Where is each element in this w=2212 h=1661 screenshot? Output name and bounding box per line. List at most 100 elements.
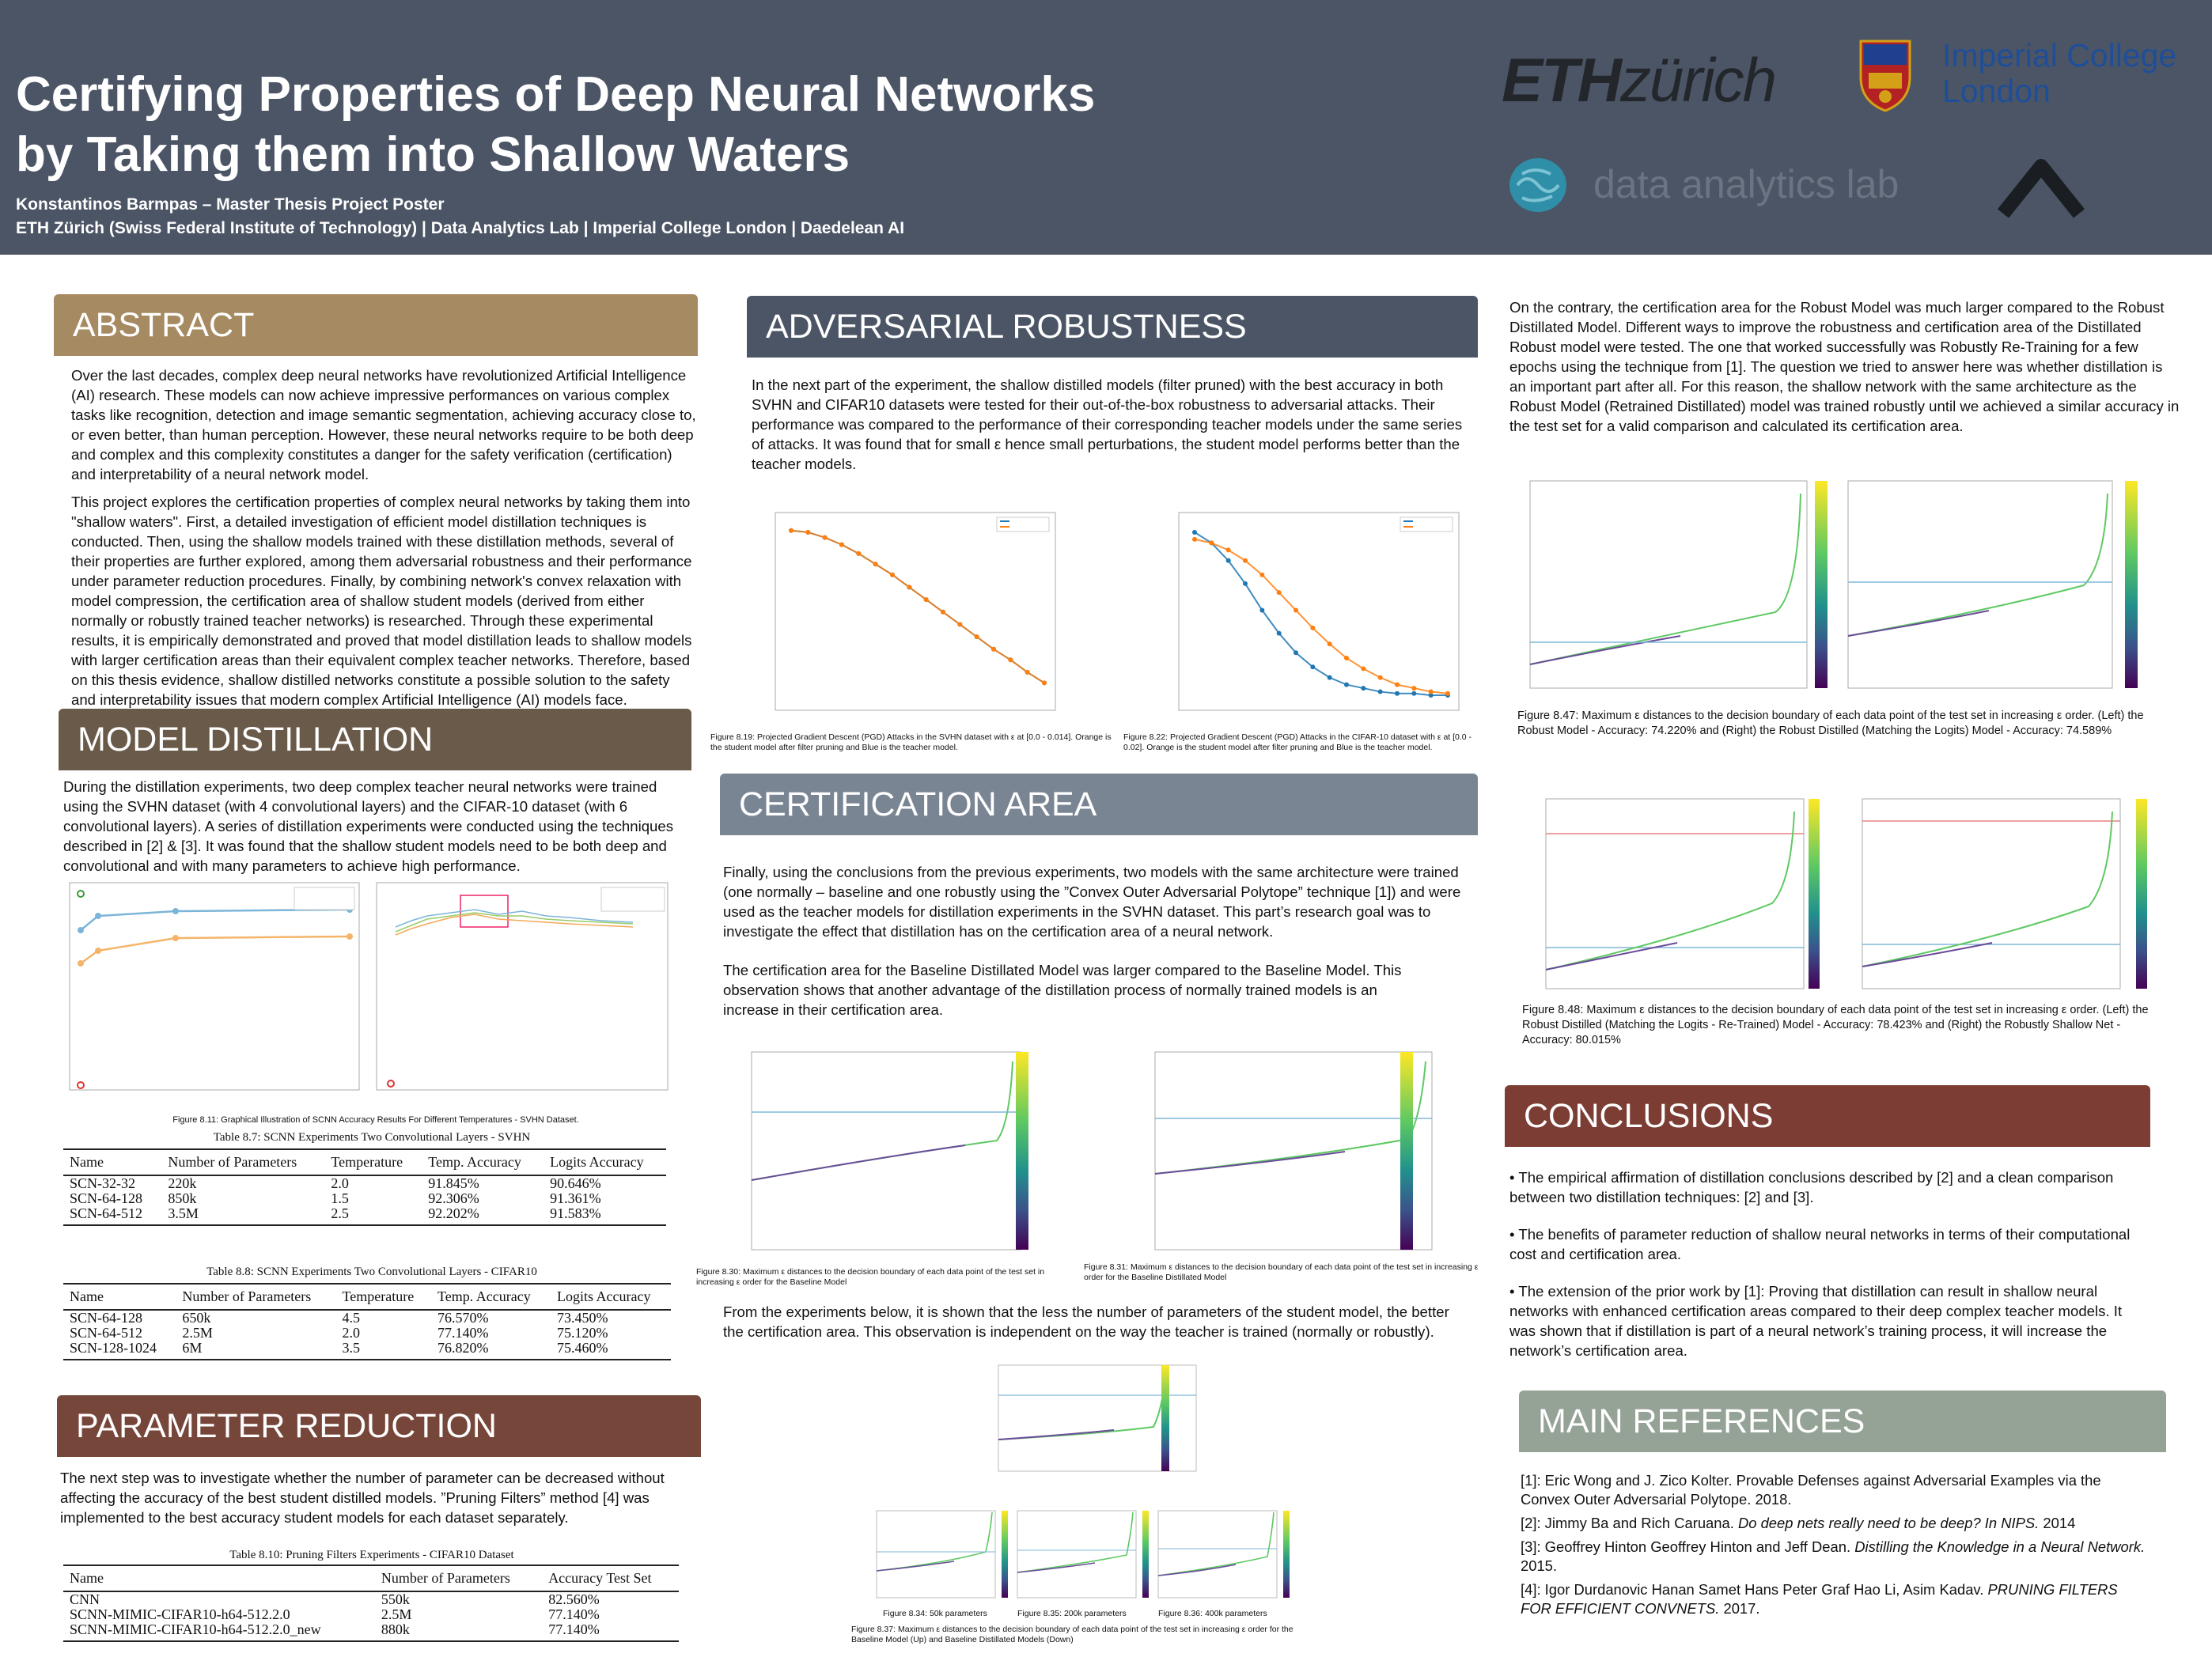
table-header: Accuracy Test Set bbox=[542, 1565, 679, 1592]
figure-8-48-left-plot bbox=[1535, 796, 1843, 993]
reference-3-authors: [3]: Geoffrey Hinton Geoffrey Hinton and… bbox=[1521, 1538, 1855, 1555]
table-cell: 3.5 bbox=[335, 1341, 432, 1360]
table-cell: 92.202% bbox=[422, 1206, 544, 1226]
table-cell: 3.5M bbox=[161, 1206, 325, 1226]
data-point bbox=[1259, 607, 1265, 613]
figure-8-11-left bbox=[65, 880, 364, 1099]
imperial-logo-text: Imperial College London bbox=[1942, 38, 2176, 109]
table-cell: 76.820% bbox=[431, 1341, 551, 1360]
data-point bbox=[1428, 689, 1434, 694]
table-header-row: Name Number of Parameters Temperature Te… bbox=[63, 1148, 666, 1176]
figure-8-34-plot bbox=[875, 1508, 1014, 1604]
reference-item: [3]: Geoffrey Hinton Geoffrey Hinton and… bbox=[1521, 1538, 2150, 1576]
series-line bbox=[1194, 532, 1448, 697]
reference-3-title: Distilling the Knowledge in a Neural Net… bbox=[1854, 1538, 2146, 1555]
figure-8-11-caption: Figure 8.11: Graphical Illustration of S… bbox=[172, 1115, 579, 1125]
table-cell: SCNN-MIMIC-CIFAR10-h64-512.2.0 bbox=[70, 1606, 290, 1622]
data-point bbox=[1192, 536, 1197, 542]
data-point bbox=[1445, 691, 1450, 696]
reference-2-title: Do deep nets really need to be deep? In … bbox=[1737, 1515, 2040, 1531]
table-cell: 650k bbox=[182, 1310, 211, 1326]
legend-box bbox=[1400, 516, 1453, 532]
table-cell: 91.845% bbox=[428, 1175, 479, 1191]
data-point bbox=[1225, 547, 1231, 553]
table-cell: SCN-64-512 bbox=[70, 1325, 143, 1341]
data-point bbox=[856, 551, 862, 556]
abstract-heading: ABSTRACT bbox=[54, 294, 698, 356]
data-point bbox=[991, 646, 996, 652]
figure-8-11-right bbox=[372, 880, 672, 1099]
conclusion-item: • The benefits of parameter reduction of… bbox=[1509, 1226, 2131, 1262]
table-cell: 90.646% bbox=[550, 1175, 601, 1191]
table-cell: 2.5 bbox=[324, 1206, 422, 1226]
data-point bbox=[1259, 572, 1265, 577]
table-cell: 4.5 bbox=[342, 1310, 361, 1326]
reference-2-year: 2014 bbox=[2039, 1515, 2076, 1531]
robust-model-text: On the contrary, the certification area … bbox=[1509, 299, 2180, 434]
table-cell: 2.5M bbox=[182, 1325, 213, 1341]
table-cell: 75.460% bbox=[551, 1341, 671, 1360]
data-point bbox=[1310, 664, 1316, 670]
figure-8-22-caption: Figure 8.22: Projected Gradient Descent … bbox=[1123, 732, 1472, 752]
data-point bbox=[1344, 682, 1349, 687]
data-point bbox=[1293, 607, 1298, 613]
table-header: Number of Parameters bbox=[161, 1148, 325, 1176]
figure-8-48-caption: Figure 8.48: Maximum ε distances to the … bbox=[1522, 1004, 2149, 1046]
data-point bbox=[1225, 558, 1231, 563]
figure-8-22-chart bbox=[1163, 506, 1464, 720]
data-point bbox=[890, 572, 895, 577]
table-row: CNN 550k 82.560% bbox=[63, 1591, 679, 1607]
data-point bbox=[1411, 686, 1417, 691]
reference-4-authors: [4]: Igor Durdanovic Hanan Samet Hans Pe… bbox=[1521, 1581, 1988, 1598]
table-cell: 2.5M bbox=[381, 1606, 412, 1622]
dal-logo-text: data analytics lab bbox=[1593, 162, 1900, 206]
table-cell: 77.140% bbox=[542, 1622, 679, 1642]
table-header: Logits Accuracy bbox=[551, 1283, 671, 1311]
pgd-cifar10-chart bbox=[1178, 512, 1460, 711]
abstract-text: Over the last decades, complex deep neur… bbox=[71, 365, 696, 709]
daedalean-logo-icon bbox=[1994, 155, 2089, 218]
data-point bbox=[1361, 686, 1366, 691]
title-line-2: by Taking them into Shallow Waters bbox=[16, 127, 850, 182]
data-point bbox=[1377, 675, 1383, 680]
data-point bbox=[957, 622, 963, 627]
table-row: SCNN-MIMIC-CIFAR10-h64-512.2.0 2.5M 77.1… bbox=[63, 1607, 679, 1622]
adversarial-text: In the next part of the experiment, the … bbox=[752, 376, 1463, 472]
data-point bbox=[789, 528, 794, 533]
data-point bbox=[1243, 581, 1248, 586]
figure-8-47-caption: Figure 8.47: Maximum ε distances to the … bbox=[1517, 709, 2144, 737]
data-point bbox=[1395, 691, 1400, 696]
data-point bbox=[941, 609, 945, 615]
abstract-paragraph-2: This project explores the certification … bbox=[71, 494, 692, 708]
eth-logo-light: zürich bbox=[1620, 45, 1777, 115]
table-cell: 91.361% bbox=[550, 1190, 601, 1206]
conclusions-heading: CONCLUSIONS bbox=[1505, 1085, 2150, 1147]
data-point bbox=[1344, 656, 1349, 660]
eth-logo: ETHzürich bbox=[1502, 44, 1777, 116]
table-8-10-caption: Table 8.10: Pruning Filters Experiments … bbox=[229, 1549, 514, 1561]
plot-area bbox=[1178, 512, 1460, 711]
author-line: Konstantinos Barmpas – Master Thesis Pro… bbox=[16, 195, 445, 214]
data-point bbox=[1042, 680, 1047, 686]
table-8-7-caption: Table 8.7: SCNN Experiments Two Convolut… bbox=[213, 1131, 531, 1144]
table-row: SCN-128-1024 6M 3.5 76.820% 75.460% bbox=[63, 1341, 671, 1360]
data-point bbox=[1428, 693, 1434, 698]
eth-logo-bold: ETH bbox=[1502, 45, 1622, 115]
data-point bbox=[1192, 529, 1197, 535]
data-point bbox=[1395, 682, 1400, 687]
reference-2-authors: [2]: Jimmy Ba and Rich Caruana. bbox=[1521, 1515, 1738, 1531]
table-cell: 2.0 bbox=[342, 1325, 361, 1341]
reference-1: [1]: Eric Wong and J. Zico Kolter. Prova… bbox=[1521, 1472, 2101, 1508]
imperial-line-2: London bbox=[1942, 73, 2051, 109]
table-header: Logits Accuracy bbox=[544, 1148, 666, 1176]
series-line bbox=[1194, 538, 1449, 694]
table-row: SCN-32-32 220k 2.0 91.845% 90.646% bbox=[63, 1175, 666, 1191]
imperial-crest-icon bbox=[1858, 38, 1913, 114]
data-point bbox=[1361, 666, 1366, 672]
affiliations-line: ETH Zürich (Swiss Federal Institute of T… bbox=[16, 219, 905, 237]
data-point bbox=[873, 562, 878, 567]
references-list: [1]: Eric Wong and J. Zico Kolter. Prova… bbox=[1521, 1471, 2150, 1618]
data-point bbox=[1310, 625, 1316, 630]
figure-8-36-plot bbox=[1157, 1508, 1296, 1604]
conclusion-item: • The empirical affirmation of distillat… bbox=[1509, 1169, 2114, 1205]
